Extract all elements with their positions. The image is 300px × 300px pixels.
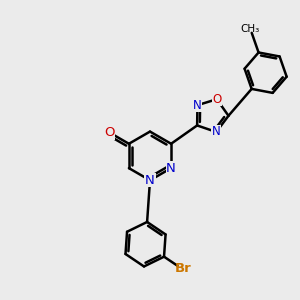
Text: O: O (104, 126, 115, 139)
Text: N: N (166, 162, 176, 175)
Text: O: O (212, 93, 221, 106)
Text: CH₃: CH₃ (240, 25, 260, 34)
Text: N: N (145, 174, 155, 187)
Text: Br: Br (175, 262, 191, 275)
Text: N: N (212, 125, 221, 139)
Text: N: N (193, 99, 202, 112)
